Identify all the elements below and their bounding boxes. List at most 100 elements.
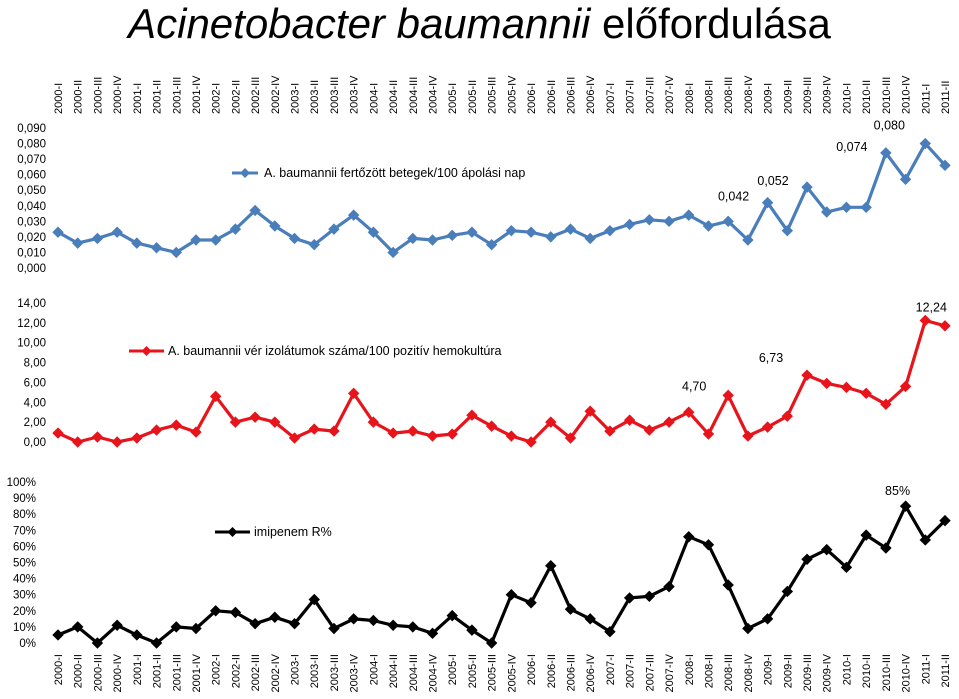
category-label: 2000-IV (112, 653, 124, 692)
y-tick-label: 0,080 (17, 139, 46, 151)
data-point (387, 246, 399, 259)
data-point (229, 416, 242, 428)
data-point (564, 432, 577, 444)
legend-marker (141, 346, 152, 356)
category-label: 2008-I (684, 654, 696, 685)
data-point (919, 534, 931, 546)
data-point (505, 224, 518, 237)
y-tick-label: 80% (13, 509, 36, 521)
category-label: 2010-I (841, 654, 853, 685)
category-label: 2009-II (782, 80, 794, 114)
bottom-category-labels: 2000-I 2000-II 2000-III 2000-IV 2001-I 2001-I… (53, 653, 952, 692)
category-label: 2005-I (447, 83, 459, 114)
data-point (545, 231, 557, 243)
data-point (643, 214, 656, 226)
data-point (407, 621, 419, 633)
data-point (190, 622, 202, 635)
series-line (57, 318, 946, 444)
data-point (919, 314, 931, 327)
data-point (91, 431, 104, 443)
data-point (446, 609, 458, 622)
data-point (801, 369, 813, 381)
chart-title: Acinetobacter baumannii előfordulása (0, 0, 959, 48)
data-point (288, 617, 301, 630)
category-label: 2001-I (132, 654, 144, 685)
data-label: 85% (885, 484, 910, 498)
data-point (525, 226, 537, 238)
data-point (604, 425, 616, 437)
legend-label: A. baumannii vér izolátumok száma/100 po… (168, 344, 502, 358)
data-point (742, 430, 754, 442)
data-point (821, 543, 833, 556)
category-label: 2004-III (408, 77, 420, 114)
data-point (91, 637, 104, 649)
data-point (446, 428, 458, 440)
data-point (190, 426, 202, 438)
category-label: 2009-III (802, 654, 814, 691)
data-point (426, 234, 439, 246)
category-label: 2001-I (132, 83, 144, 114)
y-tick-label: 0,020 (17, 232, 46, 244)
data-point (111, 436, 123, 448)
legend: imipenem R% (215, 525, 332, 539)
y-tick-label: 0,060 (17, 170, 46, 182)
data-point (781, 410, 794, 422)
category-label: 2003-II (309, 80, 321, 114)
data-point (249, 617, 261, 630)
data-point (209, 234, 222, 246)
data-point (426, 430, 439, 442)
data-point (663, 580, 675, 593)
data-label: 0,074 (836, 140, 867, 154)
category-label: 2006-II (546, 654, 558, 688)
data-point (209, 605, 222, 617)
data-point (52, 226, 64, 238)
data-point (485, 420, 498, 432)
category-label: 2010-IV (901, 653, 913, 692)
category-label: 2001-IV (191, 75, 203, 114)
data-point (328, 425, 340, 437)
data-point (347, 613, 360, 625)
data-point (880, 147, 892, 159)
y-tick-label: 100% (7, 477, 36, 489)
data-point (899, 380, 912, 393)
data-point (466, 624, 478, 636)
category-label: 2010-III (881, 654, 893, 691)
category-label: 2003-IV (349, 653, 361, 692)
data-point (604, 224, 616, 237)
data-point (308, 238, 320, 251)
data-point (899, 500, 912, 512)
legend: A. baumannii vér izolátumok száma/100 po… (129, 344, 502, 358)
y-tick-label: 60% (13, 541, 36, 553)
data-point (170, 246, 182, 259)
data-point (387, 619, 399, 631)
data-label: 0,052 (757, 174, 788, 188)
data-point (840, 561, 853, 574)
data-point (269, 220, 281, 232)
data-point (860, 529, 872, 541)
data-point (347, 387, 360, 400)
category-label: 2009-I (763, 83, 775, 114)
data-point (761, 421, 774, 433)
category-label: 2008-IV (743, 653, 755, 692)
category-label: 2004-III (408, 654, 420, 691)
category-label: 2009-IV (822, 653, 834, 692)
category-label: 2002-IV (270, 653, 282, 692)
category-label: 2005-II (467, 654, 479, 688)
data-point (407, 232, 419, 245)
data-label: 12,24 (916, 300, 947, 314)
category-label: 2002-II (230, 654, 242, 688)
data-point (821, 206, 833, 218)
y-tick-label: 90% (13, 493, 36, 505)
data-point (328, 223, 340, 235)
data-point (564, 603, 577, 615)
data-point (387, 427, 399, 439)
data-point (308, 593, 320, 606)
data-point (623, 592, 636, 604)
y-tick-label: 6,00 (24, 377, 46, 389)
data-point (111, 619, 123, 631)
category-label: 2006-I (526, 654, 538, 685)
category-label: 2002-I (211, 83, 223, 114)
data-point (347, 209, 360, 221)
data-point (939, 514, 951, 527)
